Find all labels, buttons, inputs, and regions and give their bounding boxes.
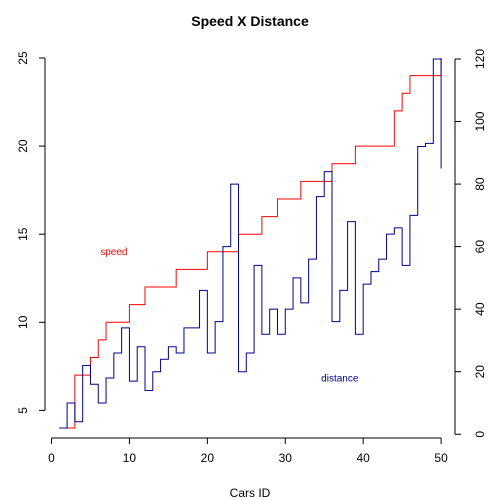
x-axis-label: Cars ID	[230, 486, 271, 500]
right-tick-label: 0	[473, 431, 487, 438]
left-tick-label: 15	[16, 227, 30, 241]
right-tick-label: 40	[473, 302, 487, 316]
x-tick-label: 20	[201, 451, 215, 465]
right-tick-label: 60	[473, 240, 487, 254]
x-tick-label: 0	[48, 451, 55, 465]
x-tick-label: 10	[123, 451, 137, 465]
x-tick-label: 30	[279, 451, 293, 465]
left-tick-label: 25	[16, 51, 30, 65]
right-tick-label: 20	[473, 365, 487, 379]
right-tick-label: 100	[473, 111, 487, 131]
left-tick-label: 10	[16, 315, 30, 329]
left-tick-label: 20	[16, 139, 30, 153]
annotation-distance: distance	[321, 374, 359, 385]
right-tick-label: 80	[473, 177, 487, 191]
series-layer	[59, 58, 441, 428]
chart-title: Speed X Distance	[191, 13, 309, 29]
left-tick-label: 5	[16, 407, 30, 414]
x-tick-label: 50	[434, 451, 448, 465]
x-tick-label: 40	[357, 451, 371, 465]
right-tick-label: 120	[473, 49, 487, 69]
series-distance-line	[59, 59, 441, 428]
annotation-layer: speed distance	[100, 247, 359, 385]
axes: 0 10 20 30 40 50 5 10 15 20 25 0 20 40 60 80 100 120	[16, 49, 487, 465]
series-speed-line	[59, 58, 441, 428]
annotation-speed: speed	[100, 247, 127, 258]
